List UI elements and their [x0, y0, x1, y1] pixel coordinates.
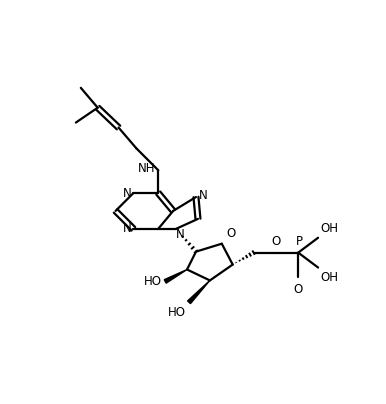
Text: N: N [176, 228, 185, 241]
Polygon shape [164, 269, 187, 283]
Text: NH: NH [137, 162, 155, 175]
Text: N: N [123, 187, 132, 200]
Text: O: O [294, 284, 303, 297]
Polygon shape [188, 280, 210, 304]
Text: HO: HO [168, 306, 186, 319]
Text: HO: HO [144, 275, 162, 288]
Text: OH: OH [320, 222, 338, 235]
Text: O: O [227, 227, 236, 240]
Text: OH: OH [320, 271, 338, 284]
Text: N: N [198, 189, 207, 202]
Text: P: P [296, 235, 303, 248]
Text: O: O [272, 235, 281, 248]
Text: N: N [123, 222, 132, 235]
